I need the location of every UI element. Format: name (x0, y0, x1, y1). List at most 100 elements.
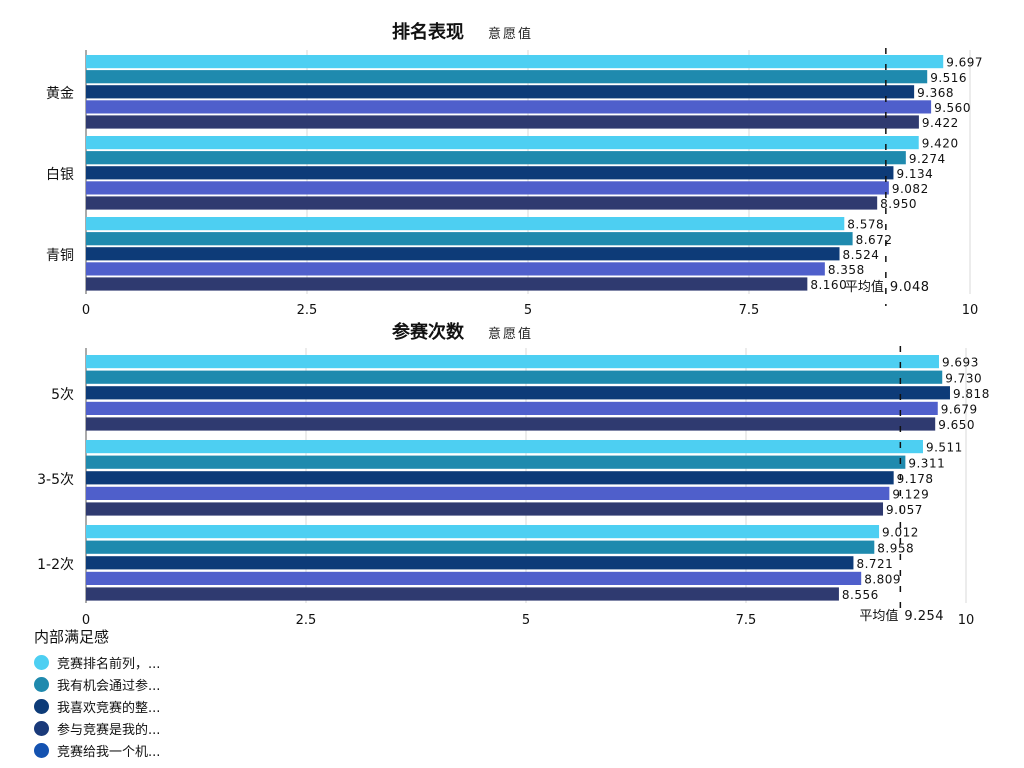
legend-title: 内部满足感 (34, 628, 110, 646)
bar (86, 217, 845, 231)
bar (86, 440, 923, 454)
bar (86, 277, 808, 291)
legend-item[interactable]: 我喜欢竞赛的整... (34, 695, 160, 717)
legend-label: 参与竞赛是我的... (57, 722, 161, 738)
legend-label: 竞赛给我一个机... (57, 744, 161, 760)
bar (86, 85, 915, 99)
legend-dot-icon (34, 654, 49, 670)
legend-label: 我喜欢竞赛的整... (57, 700, 161, 716)
data-label: 9.511 (926, 441, 963, 455)
data-label: 9.422 (922, 116, 959, 130)
data-label: 9.560 (934, 101, 971, 115)
bar (86, 262, 825, 276)
category-label: 黄金 (46, 85, 74, 102)
tick-label: 10 (962, 303, 979, 318)
chart-title: 排名表现 (392, 21, 464, 43)
tick-label: 7.5 (739, 303, 760, 318)
bar (86, 232, 853, 246)
category-label: 5次 (51, 387, 74, 403)
bar (86, 401, 938, 415)
bar (86, 355, 939, 369)
bar (86, 166, 894, 180)
data-label: 8.524 (843, 248, 880, 262)
data-label: 8.721 (856, 557, 893, 571)
tick-label: 7.5 (736, 613, 757, 628)
data-label: 9.697 (946, 56, 983, 70)
category-label: 白银 (46, 167, 74, 183)
legend-item[interactable]: 竞赛排名前列，... (34, 651, 160, 673)
average-label: 平均值 (845, 279, 884, 295)
chart-subtitle: 意愿值 (488, 26, 533, 42)
data-label: 8.556 (842, 588, 879, 602)
bar (86, 471, 894, 485)
bar (86, 196, 878, 210)
bar (86, 136, 919, 150)
tick-label: 2.5 (297, 303, 318, 318)
bar (86, 417, 936, 431)
tick-label: 10 (958, 613, 975, 628)
tick-label: 0 (82, 303, 90, 318)
data-label: 9.129 (892, 488, 929, 502)
bar (86, 386, 950, 400)
data-label: 8.958 (877, 541, 914, 555)
bar (86, 540, 875, 554)
legend: 内部满足感 竞赛排名前列，... 我有机会通过参... 我喜欢竞赛的整... 参… (34, 626, 160, 761)
legend-item[interactable]: 竞赛给我一个机... (34, 739, 160, 761)
legend-item[interactable]: 我有机会通过参... (34, 673, 160, 695)
category-label: 3-5次 (37, 472, 74, 488)
legend-item[interactable]: 参与竞赛是我的... (34, 717, 160, 739)
bar (86, 55, 944, 69)
data-label: 9.082 (892, 182, 929, 196)
legend-dot-icon (34, 720, 49, 736)
bar (86, 370, 943, 384)
legend-dot-icon (34, 676, 49, 692)
data-label: 8.672 (856, 233, 893, 247)
data-label: 9.274 (909, 152, 946, 166)
data-label: 9.134 (896, 167, 933, 181)
legend-label: 我有机会通过参... (57, 678, 161, 694)
bar (86, 115, 919, 129)
tick-label: 5 (524, 303, 532, 318)
data-label: 9.368 (917, 86, 954, 100)
data-label: 9.057 (886, 503, 923, 517)
bar (86, 556, 854, 570)
data-label: 9.012 (882, 526, 919, 540)
bar (86, 181, 889, 195)
bar (86, 502, 884, 516)
bar (86, 587, 839, 601)
bar (86, 455, 906, 469)
chart-subtitle: 意愿值 (488, 326, 533, 342)
data-label: 9.730 (945, 371, 982, 385)
legend-label: 竞赛排名前列，... (57, 656, 161, 672)
average-value: 9.048 (890, 280, 930, 295)
data-label: 9.178 (897, 472, 934, 486)
legend-dot-icon (34, 698, 49, 714)
data-label: 9.420 (922, 137, 959, 151)
chart-title: 参赛次数 (392, 321, 465, 343)
data-label: 9.679 (941, 403, 978, 417)
bar (86, 486, 890, 500)
data-label: 8.809 (864, 573, 901, 587)
average-label: 平均值 (859, 608, 898, 624)
bar (86, 525, 880, 539)
data-label: 9.516 (930, 71, 967, 85)
bar (86, 100, 932, 114)
bar (86, 70, 928, 84)
average-value: 9.254 (904, 609, 944, 624)
data-label: 8.358 (828, 263, 865, 277)
data-label: 8.578 (847, 218, 884, 232)
tick-label: 0 (82, 613, 90, 628)
data-label: 9.818 (953, 387, 990, 401)
tick-label: 5 (522, 613, 530, 628)
data-label: 9.311 (908, 456, 945, 470)
legend-dot-icon (34, 742, 49, 758)
bar (86, 151, 906, 165)
data-label: 9.650 (938, 418, 975, 432)
bar (86, 571, 862, 585)
data-label: 8.950 (880, 197, 917, 211)
category-label: 1-2次 (37, 557, 74, 573)
data-label: 9.693 (942, 356, 979, 370)
tick-label: 2.5 (296, 613, 317, 628)
bar (86, 247, 840, 261)
